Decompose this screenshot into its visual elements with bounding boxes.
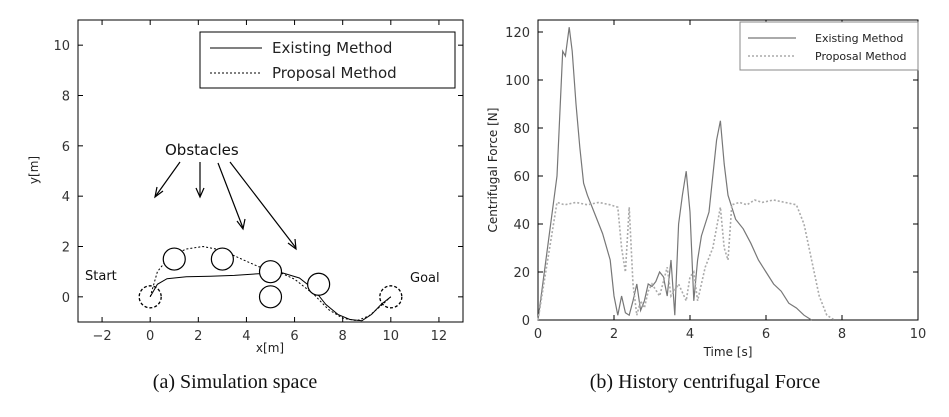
legend-b: Existing Method Proposal Method bbox=[739, 21, 919, 71]
x-tick-label: 8 bbox=[838, 327, 846, 342]
y-tick-label: 0 bbox=[62, 291, 70, 306]
start-label: Start bbox=[85, 269, 117, 284]
x-tick-label: 2 bbox=[194, 329, 202, 344]
legend-text-proposal-b: Proposal Method bbox=[815, 50, 906, 63]
legend-box-b bbox=[739, 21, 919, 71]
y-tick-label: 60 bbox=[513, 170, 530, 185]
x-tick-label: 6 bbox=[290, 329, 298, 344]
caption-a: (a) Simulation space bbox=[153, 371, 318, 393]
arrow-4 bbox=[229, 161, 297, 249]
x-tick-label: 10 bbox=[383, 329, 400, 344]
legend-box-a bbox=[199, 31, 456, 89]
series-line-existing-method bbox=[537, 27, 812, 321]
obstacle-circle bbox=[258, 285, 283, 309]
legend-text-existing-a: Existing Method bbox=[272, 39, 392, 57]
obstacle-arrows bbox=[154, 161, 297, 251]
obstacle-circle bbox=[307, 272, 331, 296]
obstacle-circle bbox=[210, 247, 234, 271]
y-tick-label: 4 bbox=[62, 190, 70, 205]
y-tick-label: 10 bbox=[53, 39, 70, 54]
x-tick-label: 10 bbox=[910, 327, 927, 342]
arrowhead-3 bbox=[236, 218, 246, 231]
arrow-1 bbox=[154, 161, 181, 198]
x-axis-label-a: x[m] bbox=[256, 341, 284, 355]
y-tick-label: 2 bbox=[62, 241, 70, 256]
goal-label: Goal bbox=[410, 271, 440, 286]
series-lines-b bbox=[537, 27, 835, 321]
x-tick-label: 2 bbox=[610, 327, 618, 342]
x-tick-label: 12 bbox=[431, 329, 448, 344]
y-tick-label: 100 bbox=[505, 74, 530, 89]
y-tick-label: 8 bbox=[62, 90, 70, 105]
x-tick-label: 4 bbox=[686, 327, 694, 342]
x-tick-label: 4 bbox=[242, 329, 250, 344]
obstacles-group bbox=[162, 247, 331, 309]
x-tick-label: 0 bbox=[146, 329, 154, 344]
y-tick-label: 6 bbox=[62, 140, 70, 155]
y-tick-label: 20 bbox=[513, 266, 530, 281]
goal-marker bbox=[379, 285, 403, 309]
y-axis-label-b: Centrifugal Force [N] bbox=[486, 108, 500, 233]
x-axis-label-b: Time [s] bbox=[703, 345, 753, 359]
y-axis-label-a: y[m] bbox=[27, 156, 41, 184]
caption-b: (b) History centrifugal Force bbox=[590, 371, 821, 393]
y-tick-label: 40 bbox=[513, 218, 530, 233]
obstacle-circle bbox=[162, 247, 186, 271]
arrowhead-2 bbox=[195, 187, 205, 199]
axis-ticks-a: −2 0 2 4 6 8 10 12 0 2 4 6 8 10 bbox=[53, 20, 463, 344]
y-tick-label: 120 bbox=[505, 26, 530, 41]
obstacles-label: Obstacles bbox=[165, 141, 239, 159]
obstacle-circle bbox=[258, 260, 283, 284]
series-line-existing-method bbox=[149, 272, 392, 322]
x-tick-label: 8 bbox=[339, 329, 347, 344]
legend-a: Existing Method Proposal Method bbox=[199, 31, 456, 89]
y-tick-label: 0 bbox=[522, 314, 530, 329]
series-line-proposal-method bbox=[537, 199, 835, 321]
arrowhead-4 bbox=[287, 238, 297, 251]
x-tick-label: 6 bbox=[762, 327, 770, 342]
x-tick-label: −2 bbox=[92, 329, 111, 344]
x-tick-label: 0 bbox=[534, 327, 542, 342]
arrow-3 bbox=[217, 162, 244, 229]
y-tick-label: 80 bbox=[513, 122, 530, 137]
legend-text-proposal-a: Proposal Method bbox=[272, 64, 397, 82]
legend-text-existing-b: Existing Method bbox=[815, 32, 903, 45]
arrowhead-1 bbox=[154, 186, 164, 199]
start-marker bbox=[138, 285, 162, 309]
